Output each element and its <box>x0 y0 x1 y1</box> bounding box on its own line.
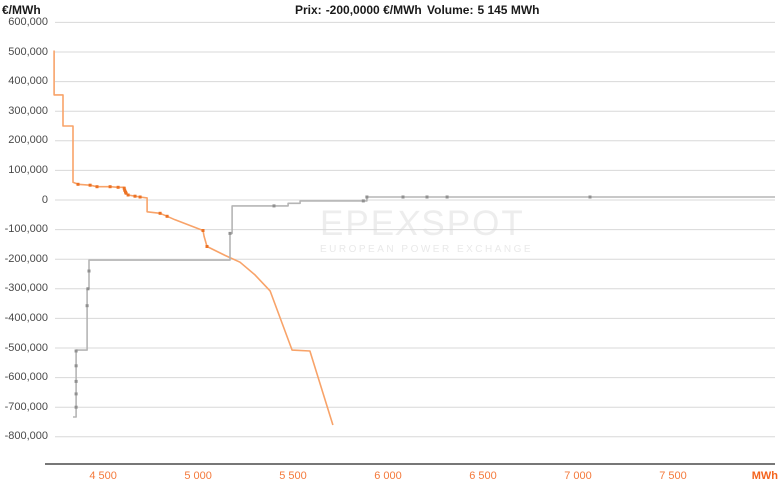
y-tick-label: 0 <box>41 193 48 206</box>
x-axis-unit-label: MWh <box>751 470 778 482</box>
sell-curve-marker <box>445 195 449 199</box>
purchase-curve-marker <box>201 229 205 232</box>
purchase-curve-marker <box>205 245 209 248</box>
sell-curve-marker <box>228 231 232 235</box>
sell-curve-marker <box>361 199 365 203</box>
purchase-curve <box>53 50 334 426</box>
y-tick-label: 500,000 <box>8 45 48 58</box>
sell-curve-marker <box>74 349 78 353</box>
y-tick-label: -500,000 <box>4 341 48 354</box>
sell-curve-marker <box>272 204 276 208</box>
sell-curve-marker <box>74 364 78 368</box>
purchase-curve-marker <box>116 185 120 189</box>
purchase-curve-marker <box>124 191 128 195</box>
y-tick-label: 400,000 <box>8 75 48 88</box>
x-tick-label: 7 000 <box>564 470 592 482</box>
y-tick-label: -300,000 <box>4 282 48 295</box>
sell-curve-marker <box>401 195 405 199</box>
purchase-curve-marker <box>95 185 99 189</box>
x-tick-label: 6 000 <box>374 470 402 482</box>
sell-curve-marker <box>365 195 369 199</box>
sell-curve-marker <box>87 269 91 273</box>
price-readout-value: -200,0000 €/MWh <box>325 3 422 17</box>
x-tick-label: 6 500 <box>469 470 497 482</box>
sell-curve-marker <box>588 195 592 199</box>
y-tick-label: -400,000 <box>4 311 48 324</box>
price-readout-label: Prix: <box>295 3 322 17</box>
purchase-curve-marker <box>123 188 127 192</box>
volume-readout-value: 5 145 MWh <box>477 3 540 17</box>
sell-curve-marker <box>425 195 429 199</box>
sell-curve-marker <box>85 304 89 308</box>
purchase-curve-marker <box>126 193 130 197</box>
purchase-curve-marker <box>108 185 112 189</box>
purchase-curve-marker <box>165 214 169 218</box>
y-tick-label: -100,000 <box>4 223 48 236</box>
y-tick-label: 200,000 <box>8 134 48 147</box>
y-tick-label: 600,000 <box>8 15 48 28</box>
x-tick-label: 5 000 <box>184 470 212 482</box>
volume-readout: Volume: 5 145 MWh <box>427 3 539 17</box>
purchase-curve-marker <box>158 211 162 215</box>
y-tick-label: 300,000 <box>8 104 48 117</box>
purchase-curve-marker <box>138 195 142 199</box>
y-tick-label: -700,000 <box>4 400 48 413</box>
sell-curve-marker <box>74 392 78 396</box>
y-tick-label: 100,000 <box>8 163 48 176</box>
x-tick-label: 4 500 <box>89 470 117 482</box>
x-tick-label: 7 500 <box>659 470 687 482</box>
x-tick-label: 5 500 <box>279 470 307 482</box>
purchase-curve-marker <box>76 182 80 186</box>
volume-readout-label: Volume: <box>427 3 474 17</box>
purchase-curve-marker <box>122 186 126 190</box>
price-readout: Prix: -200,0000 €/MWh <box>295 3 422 17</box>
purchase-curve-marker <box>133 194 137 198</box>
y-tick-label: -800,000 <box>4 430 48 443</box>
sell-curve-marker <box>74 405 78 409</box>
y-tick-label: -200,000 <box>4 252 48 265</box>
purchase-curve-marker <box>88 183 92 187</box>
y-tick-label: -600,000 <box>4 371 48 384</box>
sell-curve-marker <box>74 379 78 383</box>
sell-curve-marker <box>86 287 90 291</box>
y-axis-unit-label: €/MWh <box>2 3 41 17</box>
